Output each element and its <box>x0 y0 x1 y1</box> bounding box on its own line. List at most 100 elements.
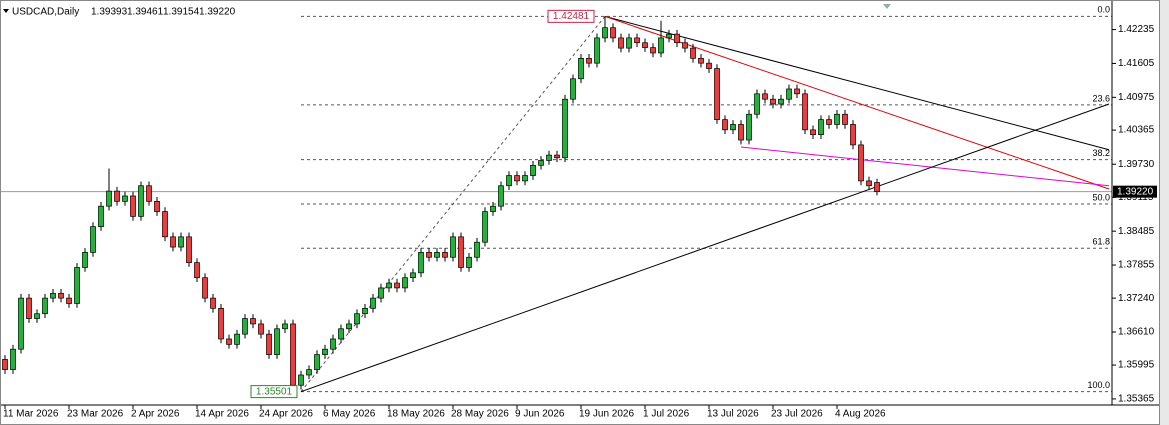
candle-body <box>786 88 792 100</box>
menu-arrow[interactable] <box>3 9 9 13</box>
fib-level-label: 0.0 <box>1097 5 1110 15</box>
candle-body <box>826 119 832 125</box>
candle-body <box>674 33 680 44</box>
candle-body <box>466 256 472 268</box>
y-tick-label: 1.36610 <box>1118 327 1155 338</box>
candle-body <box>762 93 768 100</box>
candle-body <box>58 292 64 299</box>
y-tick-label: 1.37855 <box>1118 260 1155 271</box>
candle-body <box>346 323 352 330</box>
candle-body <box>26 297 32 319</box>
x-tick-label: 4 Aug 2026 <box>835 409 886 420</box>
x-tick-label: 2 Apr 2026 <box>131 409 180 420</box>
candle-body <box>474 241 480 258</box>
candle-body <box>394 282 400 289</box>
candle-body <box>834 113 840 125</box>
x-tick-label: 19 Jun 2026 <box>579 409 634 420</box>
candle-body <box>770 98 776 105</box>
x-tick-label: 13 Jul 2026 <box>707 409 759 420</box>
candle-body <box>498 185 504 207</box>
candle-body <box>258 323 264 335</box>
candle-body <box>154 200 160 212</box>
candle-body <box>610 27 616 39</box>
candle-body <box>410 272 416 279</box>
y-tick-label: 1.35365 <box>1118 394 1155 405</box>
shift-marker <box>883 4 891 9</box>
candle-body <box>818 119 824 136</box>
candle-body <box>378 287 384 299</box>
candle-body <box>242 318 248 335</box>
candle-body <box>618 37 624 49</box>
candle-body <box>754 93 760 115</box>
x-tick-label: 9 Jun 2026 <box>515 409 565 420</box>
candle-body <box>362 307 368 315</box>
candle-body <box>714 68 720 120</box>
candle-body <box>746 113 752 141</box>
scrollbar <box>1160 0 1169 425</box>
candle-body <box>682 42 688 49</box>
candle-body <box>130 195 136 217</box>
candle-body <box>170 236 176 248</box>
candle-body <box>306 369 312 376</box>
candle-body <box>218 307 224 340</box>
fib-level-label: 100.0 <box>1087 380 1110 390</box>
candle-body <box>490 205 496 212</box>
x-tick-label: 18 May 2026 <box>387 409 445 420</box>
candle-body <box>690 47 696 59</box>
candle-body <box>98 205 104 227</box>
candle-body <box>810 129 816 136</box>
x-tick-label: 28 May 2026 <box>451 409 509 420</box>
candle-body <box>186 236 192 263</box>
candle-body <box>210 297 216 309</box>
header-high: 1.39461 <box>127 7 164 18</box>
candle-body <box>42 297 48 315</box>
candle-body <box>194 262 200 279</box>
y-tick-label: 1.37240 <box>1118 293 1155 304</box>
candle-body <box>658 37 664 54</box>
candle-body <box>722 119 728 131</box>
header-close: 1.39220 <box>199 7 236 18</box>
x-tick-label: 6 May 2026 <box>323 409 376 420</box>
plot-area: 0.0 23.6 38.2 50.0 61.8 100.0 <box>0 5 1112 393</box>
candle-body <box>250 318 256 325</box>
y-tick-label: 1.39730 <box>1118 159 1155 170</box>
candle-body <box>418 252 424 274</box>
candle-body <box>354 313 360 325</box>
candle-body <box>386 282 392 289</box>
candle-body <box>450 236 456 258</box>
candle-body <box>322 348 328 355</box>
candle-body <box>634 37 640 44</box>
candle-body <box>570 78 576 100</box>
y-tick-label: 1.40365 <box>1118 125 1155 136</box>
candle-body <box>370 297 376 309</box>
x-tick-label: 1 Jul 2026 <box>643 409 690 420</box>
candle-body <box>594 37 600 64</box>
candle-body <box>698 57 704 64</box>
fib-level-label: 23.6 <box>1092 93 1110 103</box>
candle-body <box>506 175 512 187</box>
trendline <box>740 146 1110 187</box>
candle-body <box>106 190 112 207</box>
candle-body <box>602 27 608 39</box>
fib-high-label: 1.42481 <box>553 11 590 22</box>
candle-body <box>858 144 864 182</box>
candle-body <box>578 57 584 80</box>
candle-body <box>202 277 208 299</box>
candle-body <box>330 338 336 350</box>
y-tick-label: 1.40975 <box>1118 92 1155 103</box>
candle-body <box>114 190 120 202</box>
x-tick-label: 23 Mar 2026 <box>67 409 124 420</box>
candle-body <box>530 164 536 176</box>
candle-body <box>778 98 784 105</box>
candle-body <box>866 180 872 187</box>
candle-body <box>482 211 488 243</box>
header-open: 1.39393 <box>91 7 128 18</box>
candle-body <box>850 124 856 146</box>
candle-body <box>266 333 272 355</box>
x-tick-label: 24 Apr 2026 <box>259 409 313 420</box>
header-low: 1.39154 <box>163 7 200 18</box>
trendline <box>604 15 1110 190</box>
candle-body <box>66 297 72 304</box>
candle-body <box>122 195 128 202</box>
